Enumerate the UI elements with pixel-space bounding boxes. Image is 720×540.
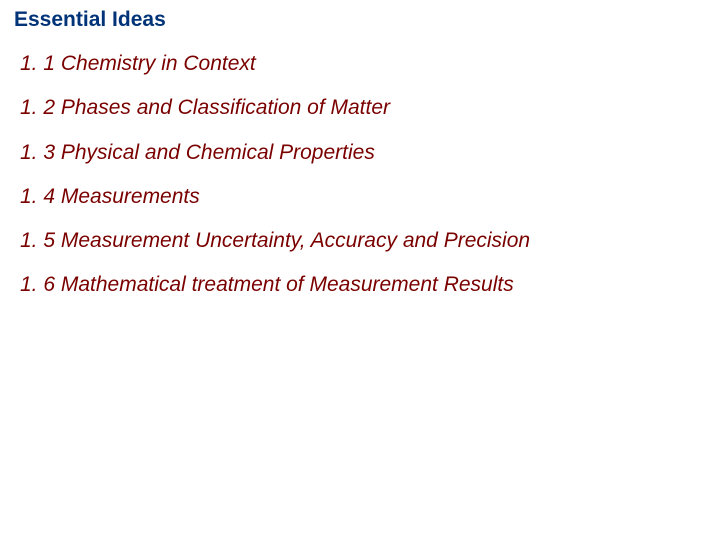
- list-item: 1. 5 Measurement Uncertainty, Accuracy a…: [20, 227, 708, 254]
- list-item: 1. 3 Physical and Chemical Properties: [20, 139, 708, 166]
- items-container: 1. 1 Chemistry in Context 1. 2 Phases an…: [12, 50, 708, 299]
- list-item: 1. 6 Mathematical treatment of Measureme…: [20, 271, 708, 298]
- list-item: 1. 1 Chemistry in Context: [20, 50, 708, 77]
- slide-title: Essential Ideas: [14, 8, 708, 32]
- list-item: 1. 4 Measurements: [20, 183, 708, 210]
- list-item: 1. 2 Phases and Classification of Matter: [20, 94, 708, 121]
